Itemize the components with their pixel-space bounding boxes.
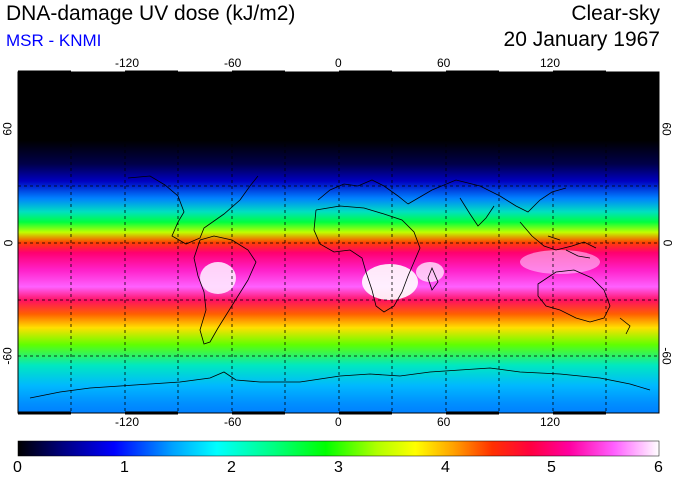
frame-ticks bbox=[18, 70, 606, 415]
high-dose-patch bbox=[200, 262, 236, 294]
lon-tick-top: -120 bbox=[115, 56, 140, 70]
map-frame bbox=[17, 71, 660, 414]
colorbar-label: 1 bbox=[120, 459, 129, 476]
lat-tick-left: 0 bbox=[1, 239, 16, 247]
lon-tick-top: 0 bbox=[335, 56, 342, 70]
colorbar-label: 2 bbox=[227, 459, 236, 476]
source-label: MSR - KNMI bbox=[6, 31, 102, 50]
lon-tick-bottom: 0 bbox=[335, 415, 342, 429]
colorbar-label: 4 bbox=[441, 459, 450, 476]
coastlines bbox=[29, 175, 651, 399]
lon-tick-bottom: -120 bbox=[115, 415, 140, 429]
date-label: 20 January 1967 bbox=[503, 28, 660, 51]
lat-tick-right: 0 bbox=[660, 239, 675, 247]
lat-tick-left: 60 bbox=[0, 122, 15, 136]
lon-tick-top: 60 bbox=[437, 56, 451, 70]
colorbar-label: 0 bbox=[13, 459, 22, 476]
lat-tick-right: 60 bbox=[659, 122, 674, 136]
lon-tick-top: 120 bbox=[540, 56, 561, 70]
high-dose-patch bbox=[520, 250, 600, 274]
lon-tick-bottom: 120 bbox=[540, 415, 561, 429]
lon-tick-top: -60 bbox=[224, 56, 242, 70]
graticule bbox=[18, 72, 659, 413]
sky-condition-label: Clear-sky bbox=[571, 2, 660, 25]
high-dose-patch bbox=[362, 264, 418, 300]
colorbar-label: 6 bbox=[654, 459, 663, 476]
lon-tick-bottom: 60 bbox=[437, 415, 451, 429]
colorbar-label: 5 bbox=[547, 459, 556, 476]
uv-field bbox=[18, 72, 659, 413]
map-title: DNA-damage UV dose (kJ/m2) bbox=[6, 2, 296, 25]
colorbar bbox=[17, 440, 660, 457]
lat-tick-right: -60 bbox=[659, 347, 674, 365]
lon-tick-bottom: -60 bbox=[224, 415, 242, 429]
lat-tick-left: -60 bbox=[0, 347, 15, 365]
colorbar-label: 3 bbox=[334, 459, 343, 476]
